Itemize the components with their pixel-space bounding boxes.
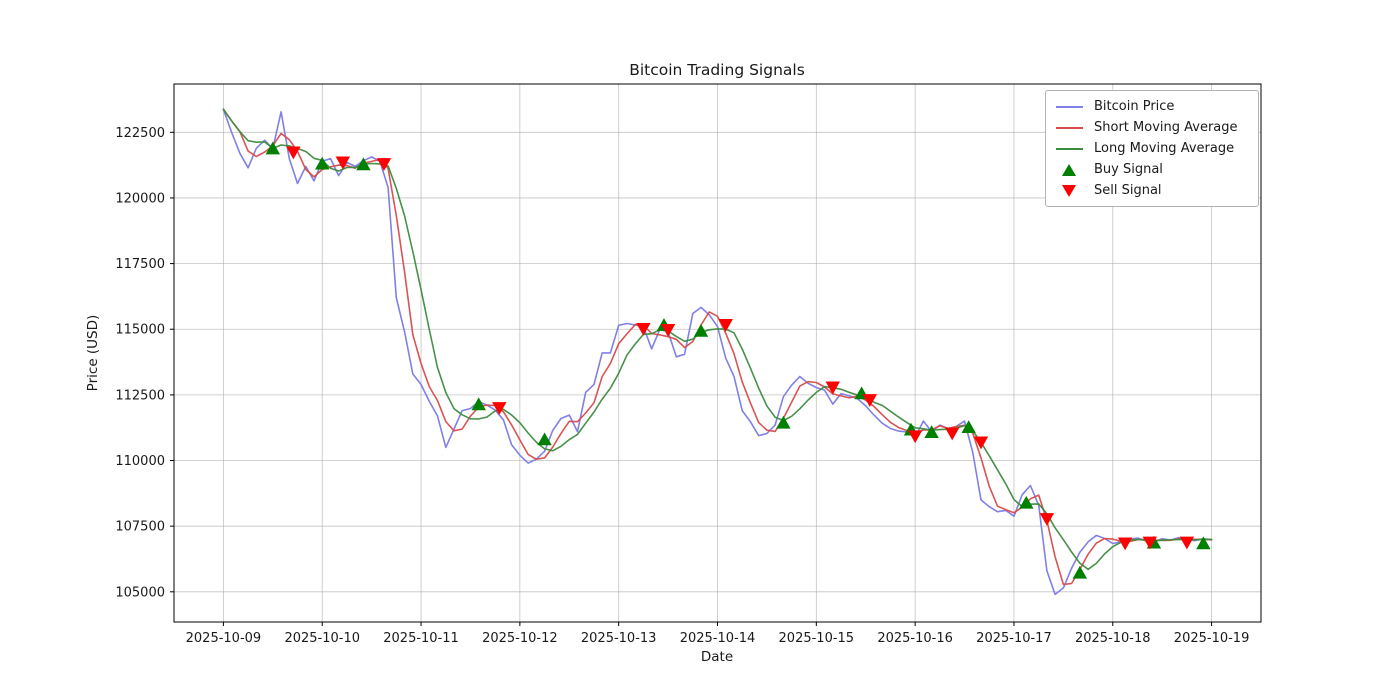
y-tick-label: 115000 [115, 323, 165, 338]
sell-marker [862, 394, 878, 407]
signal-markers [265, 141, 1211, 579]
buy-marker [356, 157, 371, 171]
sell-marker [973, 436, 989, 450]
x-tick-label: 2025-10-15 [779, 631, 855, 646]
sell-marker [825, 381, 840, 395]
plot-border [173, 83, 1262, 623]
sell-signal-icon [1054, 184, 1084, 197]
buy-marker [537, 432, 552, 446]
sell-marker [718, 319, 733, 332]
y-tick-label: 112500 [115, 388, 165, 403]
buy-marker [693, 324, 709, 337]
x-tick-label: 2025-10-11 [383, 631, 459, 646]
y-tick-label: 105000 [115, 585, 165, 600]
buy-marker [961, 420, 976, 434]
legend-item-buy-signal: Buy Signal [1054, 159, 1250, 180]
buy-marker [924, 425, 939, 439]
buy-signal-icon [1054, 163, 1084, 176]
price-line [222, 108, 1213, 596]
legend-label: Sell Signal [1094, 183, 1162, 198]
price-line-swatch-icon [1054, 105, 1084, 108]
legend-label: Bitcoin Price [1094, 99, 1175, 114]
sell-marker [660, 324, 676, 337]
legend-label: Short Moving Average [1094, 120, 1238, 135]
buy-marker [1072, 565, 1088, 579]
x-tick-label: 2025-10-19 [1174, 631, 1250, 646]
y-axis-label: Price (USD) [85, 315, 101, 392]
y-tick-label: 122500 [115, 126, 165, 141]
sell-marker [492, 402, 507, 415]
legend-label: Buy Signal [1094, 162, 1163, 177]
sell-marker [636, 322, 651, 336]
axes: 2025-10-09 2025-10-10 2025-10-11 2025-10-12… [115, 83, 1262, 646]
x-tick-label: 2025-10-17 [976, 631, 1052, 646]
y-tick-label: 107500 [115, 520, 165, 535]
legend-item-short-ma: Short Moving Average [1054, 117, 1250, 138]
legend-item-bitcoin-price: Bitcoin Price [1054, 96, 1250, 117]
sell-marker [907, 430, 923, 444]
legend-item-sell-signal: Sell Signal [1054, 180, 1250, 201]
x-tick-label: 2025-10-09 [186, 631, 262, 646]
y-tick-label: 110000 [115, 454, 165, 469]
sell-marker [1142, 536, 1158, 550]
buy-marker [265, 141, 281, 155]
sell-marker [1179, 536, 1195, 550]
x-tick-label: 2025-10-18 [1075, 631, 1151, 646]
x-axis-label: Date [701, 649, 733, 665]
sell-marker [286, 146, 301, 160]
sell-marker [376, 158, 392, 171]
buy-marker [315, 156, 330, 170]
legend: Bitcoin Price Short Moving Average Long … [1045, 90, 1259, 207]
buy-marker [776, 415, 791, 429]
chart-title: Bitcoin Trading Signals [629, 61, 805, 79]
sell-marker [944, 427, 960, 441]
sell-marker [1117, 537, 1133, 551]
buy-marker [1019, 495, 1034, 509]
x-tick-label: 2025-10-12 [482, 631, 558, 646]
x-tick-label: 2025-10-13 [581, 631, 657, 646]
x-tick-label: 2025-10-10 [284, 631, 360, 646]
legend-item-long-ma: Long Moving Average [1054, 138, 1250, 159]
x-tick-label: 2025-10-14 [680, 631, 756, 646]
sell-marker [335, 156, 351, 170]
buy-marker [471, 397, 486, 411]
y-tick-label: 117500 [115, 257, 165, 272]
x-tick-label: 2025-10-16 [877, 631, 953, 646]
sell-marker [1039, 513, 1055, 526]
y-tick-label: 120000 [115, 191, 165, 206]
legend-label: Long Moving Average [1094, 141, 1235, 156]
long-ma-line-swatch-icon [1054, 147, 1084, 150]
buy-marker [1196, 536, 1211, 550]
short-ma-line-swatch-icon [1054, 126, 1084, 129]
